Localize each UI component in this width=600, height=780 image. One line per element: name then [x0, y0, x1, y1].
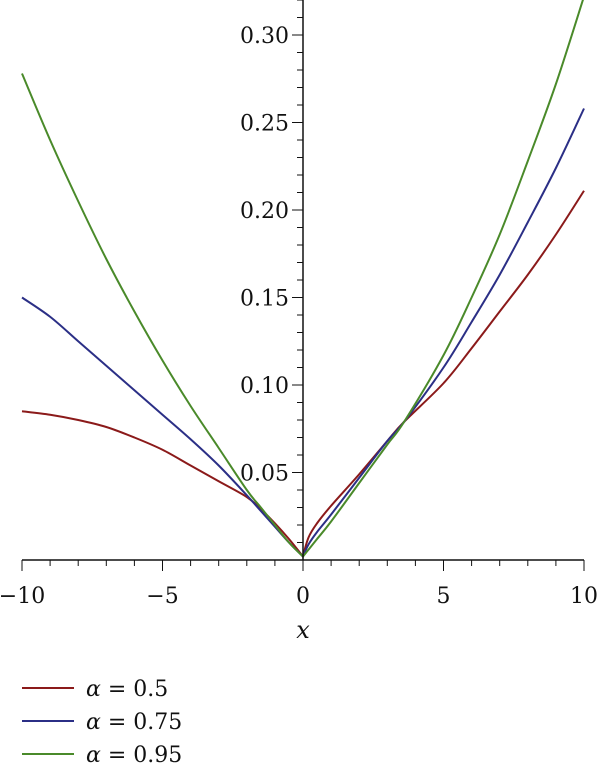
y-tick-label: 0.15	[240, 287, 289, 312]
legend: α = 0.5 α = 0.75 α = 0.95	[22, 677, 182, 768]
x-tick-label: 5	[437, 584, 451, 609]
legend-alpha-value: = 0.5	[108, 677, 168, 702]
x-tick-label: −10	[0, 584, 45, 609]
legend-label-1: α = 0.5	[86, 677, 168, 702]
y-tick-label: 0.30	[240, 24, 289, 49]
x-tick-label: 10	[570, 584, 598, 609]
legend-alpha-value: = 0.75	[108, 710, 182, 735]
legend-alpha-symbol: α	[86, 710, 101, 735]
x-axis-title: x	[296, 616, 310, 644]
y-tick-labels: 0.05 0.10 0.15 0.20 0.25 0.30	[240, 24, 289, 487]
y-tick-label: 0.10	[240, 374, 289, 399]
y-tick-label: 0.20	[240, 199, 289, 224]
x-tick-label: 0	[296, 584, 310, 609]
y-tick-label: 0.05	[240, 462, 289, 487]
x-tick-label: −5	[146, 584, 178, 609]
legend-label-2: α = 0.75	[86, 710, 182, 735]
axes	[21, 0, 585, 571]
y-tick-label: 0.25	[240, 112, 289, 137]
legend-alpha-value: = 0.95	[108, 743, 182, 768]
legend-alpha-symbol: α	[86, 677, 101, 702]
legend-alpha-symbol: α	[86, 743, 101, 768]
legend-label-3: α = 0.95	[86, 743, 182, 768]
x-tick-labels: −10 −5 0 5 10	[0, 584, 598, 609]
